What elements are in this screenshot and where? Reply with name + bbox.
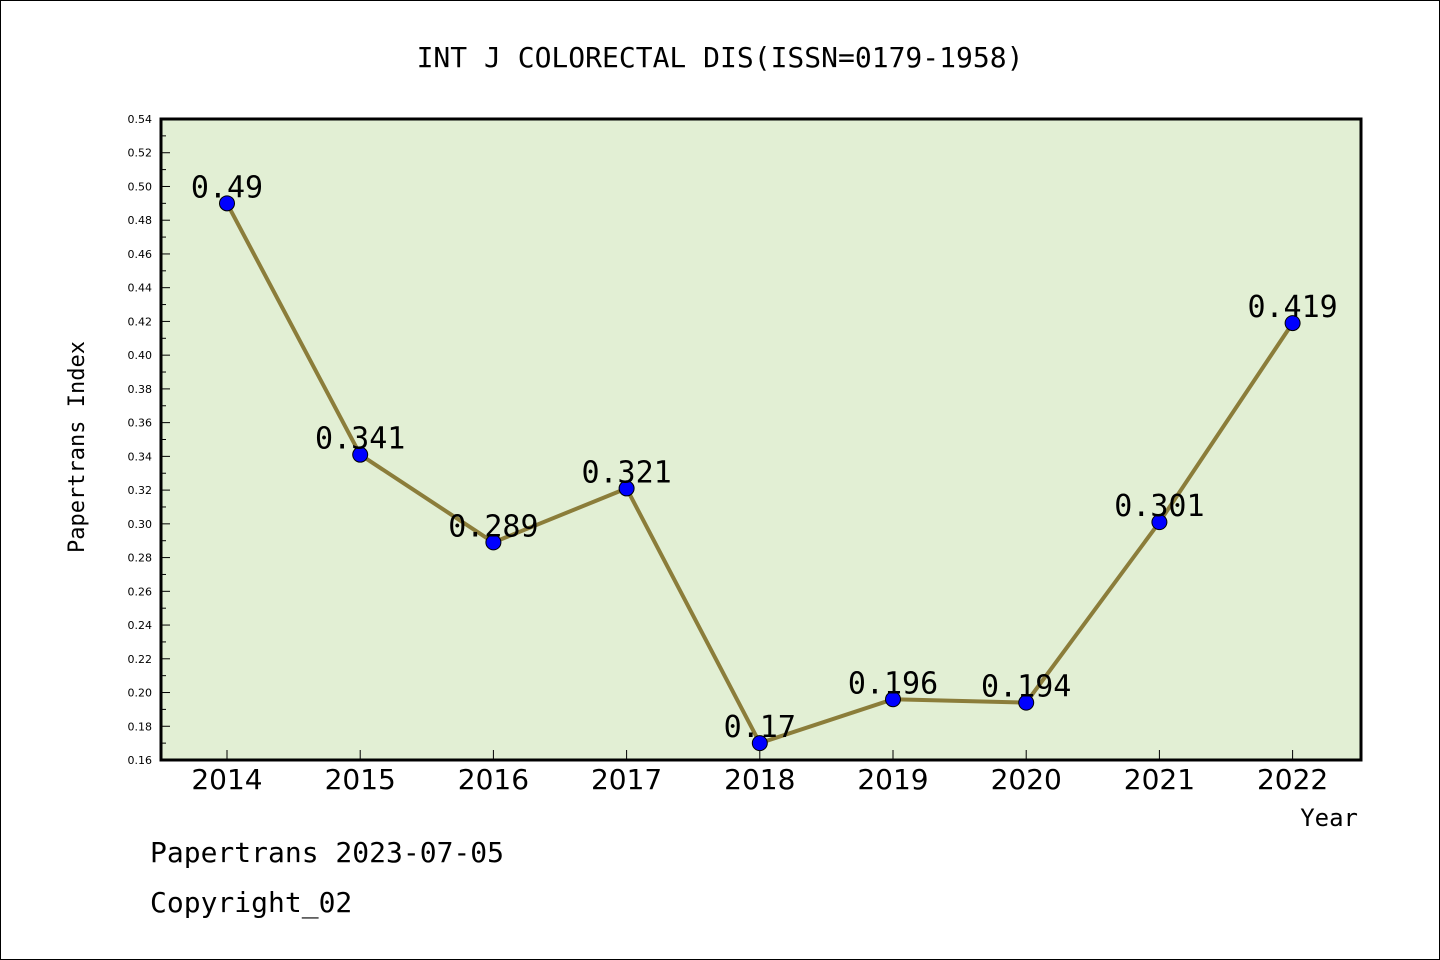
y-axis: 0.16 0.18 0.20 0.22 0.24 0.26 0.28 0.30 0.32 0.34… — [128, 113, 170, 767]
x-tick-label: 2019 — [857, 763, 928, 796]
data-point — [1151, 514, 1168, 531]
footer-date: Papertrans 2023-07-05 — [150, 836, 505, 869]
y-tick-label: 0.30 — [128, 518, 153, 531]
x-axis: 2014 2015 2016 2017 2018 2019 2020 2021 2022 — [191, 750, 1328, 796]
data-point — [751, 735, 768, 752]
x-axis-title: Year — [1300, 804, 1358, 832]
data-label: 0.196 — [848, 666, 938, 701]
x-tick-label: 2022 — [1257, 763, 1328, 796]
y-tick-label: 0.32 — [128, 484, 153, 497]
y-tick-label: 0.34 — [128, 450, 153, 463]
data-label: 0.419 — [1247, 290, 1337, 325]
data-point — [618, 480, 635, 497]
y-tick-label: 0.24 — [128, 619, 153, 632]
y-tick-label: 0.16 — [128, 754, 153, 767]
y-tick-label: 0.52 — [128, 147, 153, 160]
data-label: 0.17 — [724, 710, 796, 745]
data-point — [885, 691, 901, 708]
data-point — [1018, 694, 1035, 711]
series-markers — [219, 195, 1301, 752]
y-tick-label: 0.48 — [128, 214, 153, 227]
chart-title: INT J COLORECTAL DIS(ISSN=0179-1958) — [417, 41, 1024, 74]
data-label: 0.341 — [315, 422, 405, 457]
data-labels: 0.49 0.341 0.289 0.321 0.17 0.196 0.194 0.301 0.… — [191, 170, 1338, 745]
y-tick-label: 0.54 — [128, 113, 153, 126]
y-tick-label: 0.40 — [128, 349, 153, 362]
y-tick-label: 0.46 — [128, 248, 153, 261]
x-tick-label: 2017 — [591, 763, 662, 796]
y-tick-label: 0.44 — [128, 282, 153, 295]
data-label: 0.289 — [448, 509, 538, 544]
y-tick-label: 0.38 — [128, 383, 153, 396]
data-label: 0.301 — [1114, 489, 1204, 524]
y-tick-label: 0.28 — [128, 552, 153, 565]
data-point — [219, 195, 235, 212]
y-tick-label: 0.50 — [128, 180, 153, 193]
plot-area — [159, 117, 1363, 762]
x-tick-label: 2015 — [325, 763, 396, 796]
x-tick-label: 2014 — [191, 763, 262, 796]
data-label: 0.49 — [191, 170, 263, 205]
y-tick-label: 0.22 — [128, 653, 153, 666]
data-label: 0.194 — [981, 670, 1071, 705]
y-axis-title: Papertrans Index — [65, 341, 90, 553]
data-point — [1284, 315, 1301, 332]
footer-copyright: Copyright_02 — [150, 886, 353, 919]
y-tick-label: 0.42 — [128, 315, 153, 328]
y-tick-label: 0.36 — [128, 417, 153, 430]
x-tick-label: 2018 — [724, 763, 795, 796]
data-label: 0.321 — [581, 455, 671, 490]
x-tick-label: 2020 — [991, 763, 1062, 796]
data-point — [352, 446, 369, 463]
x-tick-label: 2016 — [458, 763, 529, 796]
y-tick-label: 0.18 — [128, 720, 153, 733]
data-point — [485, 534, 502, 551]
x-tick-label: 2021 — [1124, 763, 1195, 796]
y-tick-label: 0.20 — [128, 687, 153, 700]
y-tick-label: 0.26 — [128, 585, 153, 598]
